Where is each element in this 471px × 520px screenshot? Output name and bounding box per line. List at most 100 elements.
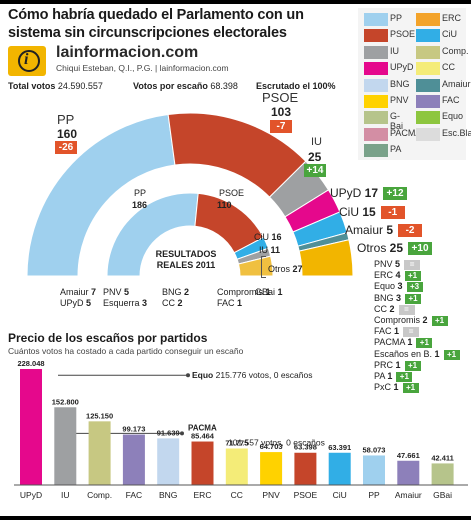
- legend-label: FAC: [442, 95, 460, 105]
- other-party-seats: 1: [407, 337, 413, 348]
- bar-value-upyd: 228.048: [17, 360, 44, 368]
- other-party-change: +1: [396, 372, 413, 382]
- other-party-seats: 1: [395, 359, 401, 370]
- legend: PP ERC PSOE CiU IU Comp. UPyD CC BNG Amaiur PNV FAC…: [358, 8, 471, 160]
- legend-swatch: [364, 62, 388, 76]
- top-border: [0, 0, 471, 4]
- other-party-compromis: Compromis 2: [374, 315, 428, 325]
- bar-pnv: [260, 452, 283, 485]
- sim-label-upyd: UPyD 17: [330, 186, 379, 200]
- sim-value-psoe: 103: [271, 105, 292, 119]
- bar-value-erc: 85.464: [191, 432, 215, 441]
- sim-value-ciu: 15: [362, 205, 376, 219]
- real-other-pnv: PNV 5: [103, 287, 130, 297]
- legend-swatch: [364, 111, 388, 125]
- legend-swatch: [416, 13, 440, 26]
- other-party-pacma: PACMA 1: [374, 337, 413, 348]
- legend-swatch: [416, 29, 440, 43]
- legend-label: G-Bai: [390, 111, 404, 132]
- real-label-psoe: PSOE: [219, 188, 245, 198]
- real-label-iu: IU 11: [259, 245, 281, 255]
- bar-amaiur: [397, 460, 420, 485]
- other-party-seats: 3: [396, 292, 402, 303]
- seat-hemicycle-chart: [26, 112, 354, 277]
- logo-letter: i: [24, 51, 29, 68]
- bar-category-iu: IU: [61, 490, 70, 500]
- bar-category-amaiur: Amaiur: [395, 490, 422, 500]
- real-results-year: REALES 2011: [156, 260, 216, 270]
- reference-dot-pacma: [180, 431, 184, 436]
- real-value-psoe: 110: [217, 200, 232, 210]
- equo-annotation: Equo 215.776 votos, 0 escaños: [192, 370, 312, 380]
- other-party-seats: 3: [397, 281, 403, 292]
- legend-swatch: [364, 78, 388, 92]
- real-label-otros: Otros 27: [268, 264, 303, 274]
- bar-psoe: [294, 452, 317, 485]
- legend-label: Amaiur: [442, 78, 471, 89]
- bar-category-fac: FAC: [126, 490, 143, 500]
- legend-swatch: [416, 45, 440, 59]
- legend-swatch: [364, 127, 388, 141]
- real-other-seats: 2: [184, 287, 190, 297]
- scrutiny-label: Escrutado el 100%: [256, 81, 336, 91]
- legend-label: CC: [442, 62, 455, 73]
- other-party-change: =: [404, 260, 421, 270]
- legend-label: Comp.: [442, 45, 469, 56]
- legend-label: PA: [390, 144, 402, 155]
- other-party-change: =: [398, 304, 415, 315]
- brand-logo: i: [8, 46, 46, 76]
- bar-gbai: [431, 463, 454, 485]
- simulated-slice-otros: [298, 239, 354, 277]
- bar-ciu: [328, 452, 351, 485]
- real-label-ciu: CiU 16: [254, 232, 282, 242]
- sim-label-ciu: CiU 15: [339, 205, 376, 219]
- real-other-seats: 1: [265, 287, 271, 297]
- total-votes-value: 24.590.557: [57, 81, 103, 91]
- legend-swatch: [364, 29, 388, 43]
- bar-upyd: [20, 368, 42, 485]
- legend-label: CiU: [442, 29, 457, 40]
- bar-value-fac: 99.173: [122, 425, 145, 434]
- real-other-compromis: Compromis 1: [217, 287, 271, 297]
- sim-change-psoe: -7: [270, 120, 292, 133]
- reference-dot-equo: [186, 373, 190, 378]
- real-other-seats: 5: [124, 287, 130, 297]
- real-other-fac: FAC 1: [217, 298, 243, 308]
- other-party-pa: PA 1: [374, 371, 393, 381]
- bar-category-ciu: CiU: [333, 490, 347, 500]
- legend-swatch: [364, 95, 388, 108]
- real-label-pp: PP: [134, 188, 147, 198]
- sim-change-pp: -26: [55, 141, 77, 154]
- credits: Chiqui Esteban, Q.I., P.G. | lainformaci…: [56, 63, 229, 73]
- bottom-border: [0, 516, 471, 520]
- pacma-annotation-name: PACMA: [188, 423, 217, 432]
- real-other-seats: 5: [86, 298, 92, 308]
- sim-change-upyd: +12: [383, 187, 408, 200]
- bar-category-upyd: UPyD: [20, 490, 42, 500]
- sim-value-iu: 25: [308, 150, 322, 164]
- other-party-seats: 1: [394, 326, 400, 337]
- bar-category-gbai: GBai: [433, 490, 452, 500]
- real-other-amaiur: Amaiur 7: [60, 287, 97, 297]
- other-party-change: +1: [405, 293, 422, 304]
- bar-value-comp: 125.150: [86, 411, 113, 420]
- real-other-gbai: GBai 1: [255, 287, 283, 297]
- legend-label: PNV: [390, 95, 409, 105]
- other-party-bng: BNG 3: [374, 292, 402, 303]
- other-party-esca-os-en-b: Escaños en B. 1: [374, 348, 440, 359]
- other-party-pnv: PNV 5: [374, 259, 401, 269]
- other-party-change: +3: [406, 282, 423, 293]
- sim-label-otros: Otros 25: [357, 241, 404, 255]
- info-icon: [18, 50, 40, 72]
- real-slice-otros: [237, 255, 274, 277]
- legend-label: PP: [390, 13, 403, 23]
- real-value-otros: 27: [292, 264, 303, 274]
- bar-comp: [88, 421, 111, 485]
- sim-value-pp: 160: [57, 127, 78, 141]
- cost-chart-title: Precio de los escaños por partidos: [8, 331, 208, 345]
- votes-per-seat-label: Votos por escaño: [133, 81, 208, 91]
- other-party-seats: 2: [422, 315, 428, 325]
- other-party-seats: 1: [434, 348, 440, 359]
- legend-label: IU: [390, 45, 399, 56]
- sim-change-amaiur: -2: [398, 224, 423, 237]
